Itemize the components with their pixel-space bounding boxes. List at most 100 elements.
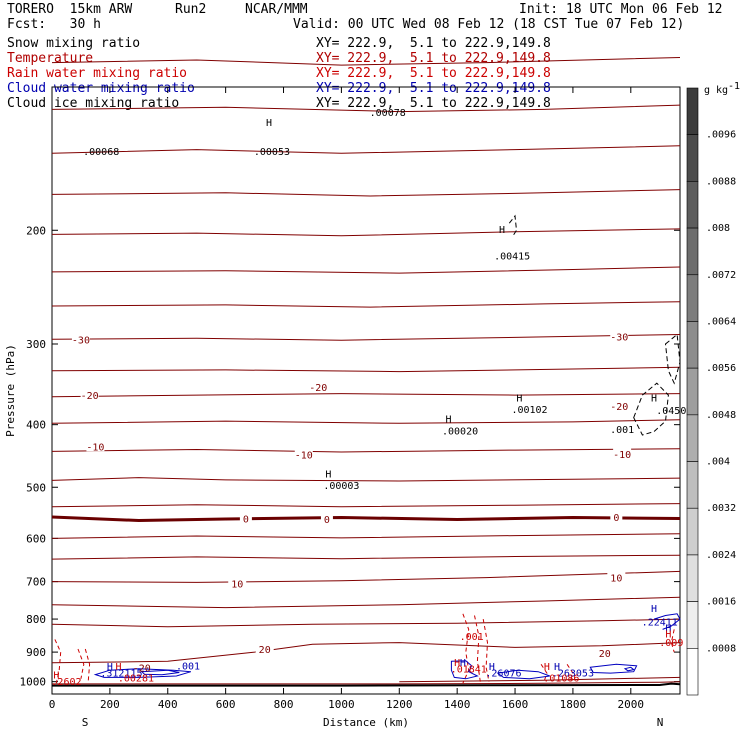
colorbar-label: .0024 — [706, 550, 736, 561]
y-tick-label: 600 — [26, 532, 46, 545]
field-xy-1: XY= 222.9, 5.1 to 222.9,149.8 — [316, 51, 551, 66]
colorbar-unit-exponent: -1 — [728, 81, 740, 92]
cloud-ice-contour — [633, 382, 669, 436]
colorbar-label: .0096 — [706, 130, 736, 141]
field-name-4: Cloud ice mixing ratio — [7, 96, 180, 111]
temperature-contour — [51, 554, 681, 560]
contour-annotation: .00281 — [118, 674, 154, 685]
contour-label-bg — [86, 440, 105, 452]
contour-label-bg — [71, 333, 90, 345]
colorbar-label: .004 — [706, 457, 730, 468]
y-tick-label: 800 — [26, 613, 46, 626]
x-tick-label: 1200 — [386, 698, 413, 711]
contour-annotation: H — [53, 670, 59, 681]
temperature-contour-label: -10 — [86, 442, 104, 453]
header-fcst: Fcst: 30 h — [7, 17, 101, 32]
header-valid: Valid: 00 UTC Wed 08 Feb 12 (18 CST Tue … — [293, 17, 685, 32]
contour-label-bg — [228, 577, 247, 589]
temperature-contour-label: -30 — [610, 332, 628, 343]
contour-annotation: H — [516, 393, 522, 404]
field-name-2: Rain water mixing ratio — [7, 66, 188, 81]
contour-annotation: .00020 — [442, 426, 478, 437]
rain-contour — [540, 664, 548, 682]
contour-annotation: .00102 — [511, 405, 547, 416]
contour-annotation: .001 — [460, 632, 484, 643]
temperature-contour — [51, 393, 681, 398]
temperature-contour-label: 20 — [259, 645, 271, 656]
colorbar-label: .0016 — [706, 597, 736, 608]
contour-annotation: .0450 — [656, 406, 686, 417]
zero-isotherm-label: 0 — [324, 515, 330, 526]
contour-annotation: H — [454, 658, 460, 669]
contour-annotation: .001 — [176, 662, 200, 673]
temperature-contour — [51, 596, 681, 609]
zero-isotherm — [51, 515, 681, 523]
x-tick-label: 1800 — [560, 698, 587, 711]
x-tick-label: 400 — [158, 698, 178, 711]
contour-annotation: H — [116, 662, 122, 673]
contour-annotation: .22411 — [642, 617, 678, 628]
contour-annotation: H — [665, 623, 671, 634]
plot-frame — [51, 86, 681, 695]
y-tick-label: 1000 — [20, 676, 47, 689]
temperature-contour-label: -20 — [309, 383, 327, 394]
contour-annotation: .2602 — [51, 677, 81, 688]
rain-contour — [474, 615, 481, 682]
temperature-contour-label: -10 — [295, 451, 313, 462]
colorbar-swatch — [686, 321, 699, 369]
temperature-contour — [51, 570, 681, 583]
contour-annotation: .26076 — [485, 669, 521, 680]
colorbar-swatch — [686, 507, 699, 556]
cloud-water-contour — [623, 666, 635, 672]
x-tick-label: 200 — [100, 698, 120, 711]
temperature-contour-label: -30 — [72, 335, 90, 346]
contour-label-bg — [610, 399, 629, 411]
temperature-contour — [51, 334, 681, 341]
y-axis-label: Pressure (hPa) — [4, 344, 17, 437]
contour-label-bg — [610, 511, 623, 523]
temperature-contour — [51, 104, 681, 113]
temperature-contour — [51, 448, 681, 453]
y-tick-label: 700 — [26, 576, 46, 589]
colorbar-swatch — [686, 181, 699, 229]
contour-annotation: .00053 — [254, 147, 290, 158]
colorbar-swatch — [686, 227, 699, 276]
colorbar-label: .0056 — [706, 363, 736, 374]
y-tick-label: 900 — [26, 646, 46, 659]
temperature-contour — [399, 676, 681, 683]
contour-label-bg — [255, 642, 274, 654]
y-tick-label: 200 — [26, 224, 46, 237]
contour-annotation: H — [460, 658, 466, 669]
cloud-water-contour — [450, 660, 479, 680]
cloud-water-contour — [140, 669, 180, 676]
x-tick-label: 1000 — [328, 698, 355, 711]
temperature-contour — [51, 477, 681, 482]
contour-annotation: H — [489, 662, 495, 673]
contour-label-bg — [294, 448, 313, 460]
contour-annotation: H — [445, 415, 451, 426]
colorbar-label: .0048 — [706, 410, 736, 421]
contour-annotation: .312115 — [100, 669, 142, 680]
temperature-contour-label: -10 — [613, 450, 631, 461]
colorbar-label: .0008 — [706, 643, 736, 654]
contour-annotation: .263053 — [552, 669, 594, 680]
contour-annotation: .00415 — [494, 252, 530, 263]
contour-annotation: H — [544, 662, 550, 673]
y-tick-label: 300 — [26, 338, 46, 351]
temperature-contour — [51, 266, 681, 274]
contour-annotation: .00078 — [370, 108, 406, 119]
zero-isotherm-label: 0 — [243, 515, 249, 526]
contour-annotation: H — [107, 662, 113, 673]
y-tick-label: 500 — [26, 481, 46, 494]
cloud-ice-contour — [664, 333, 681, 385]
x-tick-label: 1400 — [444, 698, 471, 711]
contour-annotation: -20 — [133, 664, 151, 675]
colorbar-swatch — [686, 554, 699, 602]
temperature-contour — [51, 57, 681, 66]
colorbar-swatch — [686, 414, 699, 462]
temperature-contour-label: -20 — [610, 402, 628, 413]
colorbar-label: .0032 — [706, 503, 736, 514]
rain-contour — [84, 648, 91, 682]
contour-annotation: H — [554, 662, 560, 673]
temperature-contour — [51, 301, 681, 308]
